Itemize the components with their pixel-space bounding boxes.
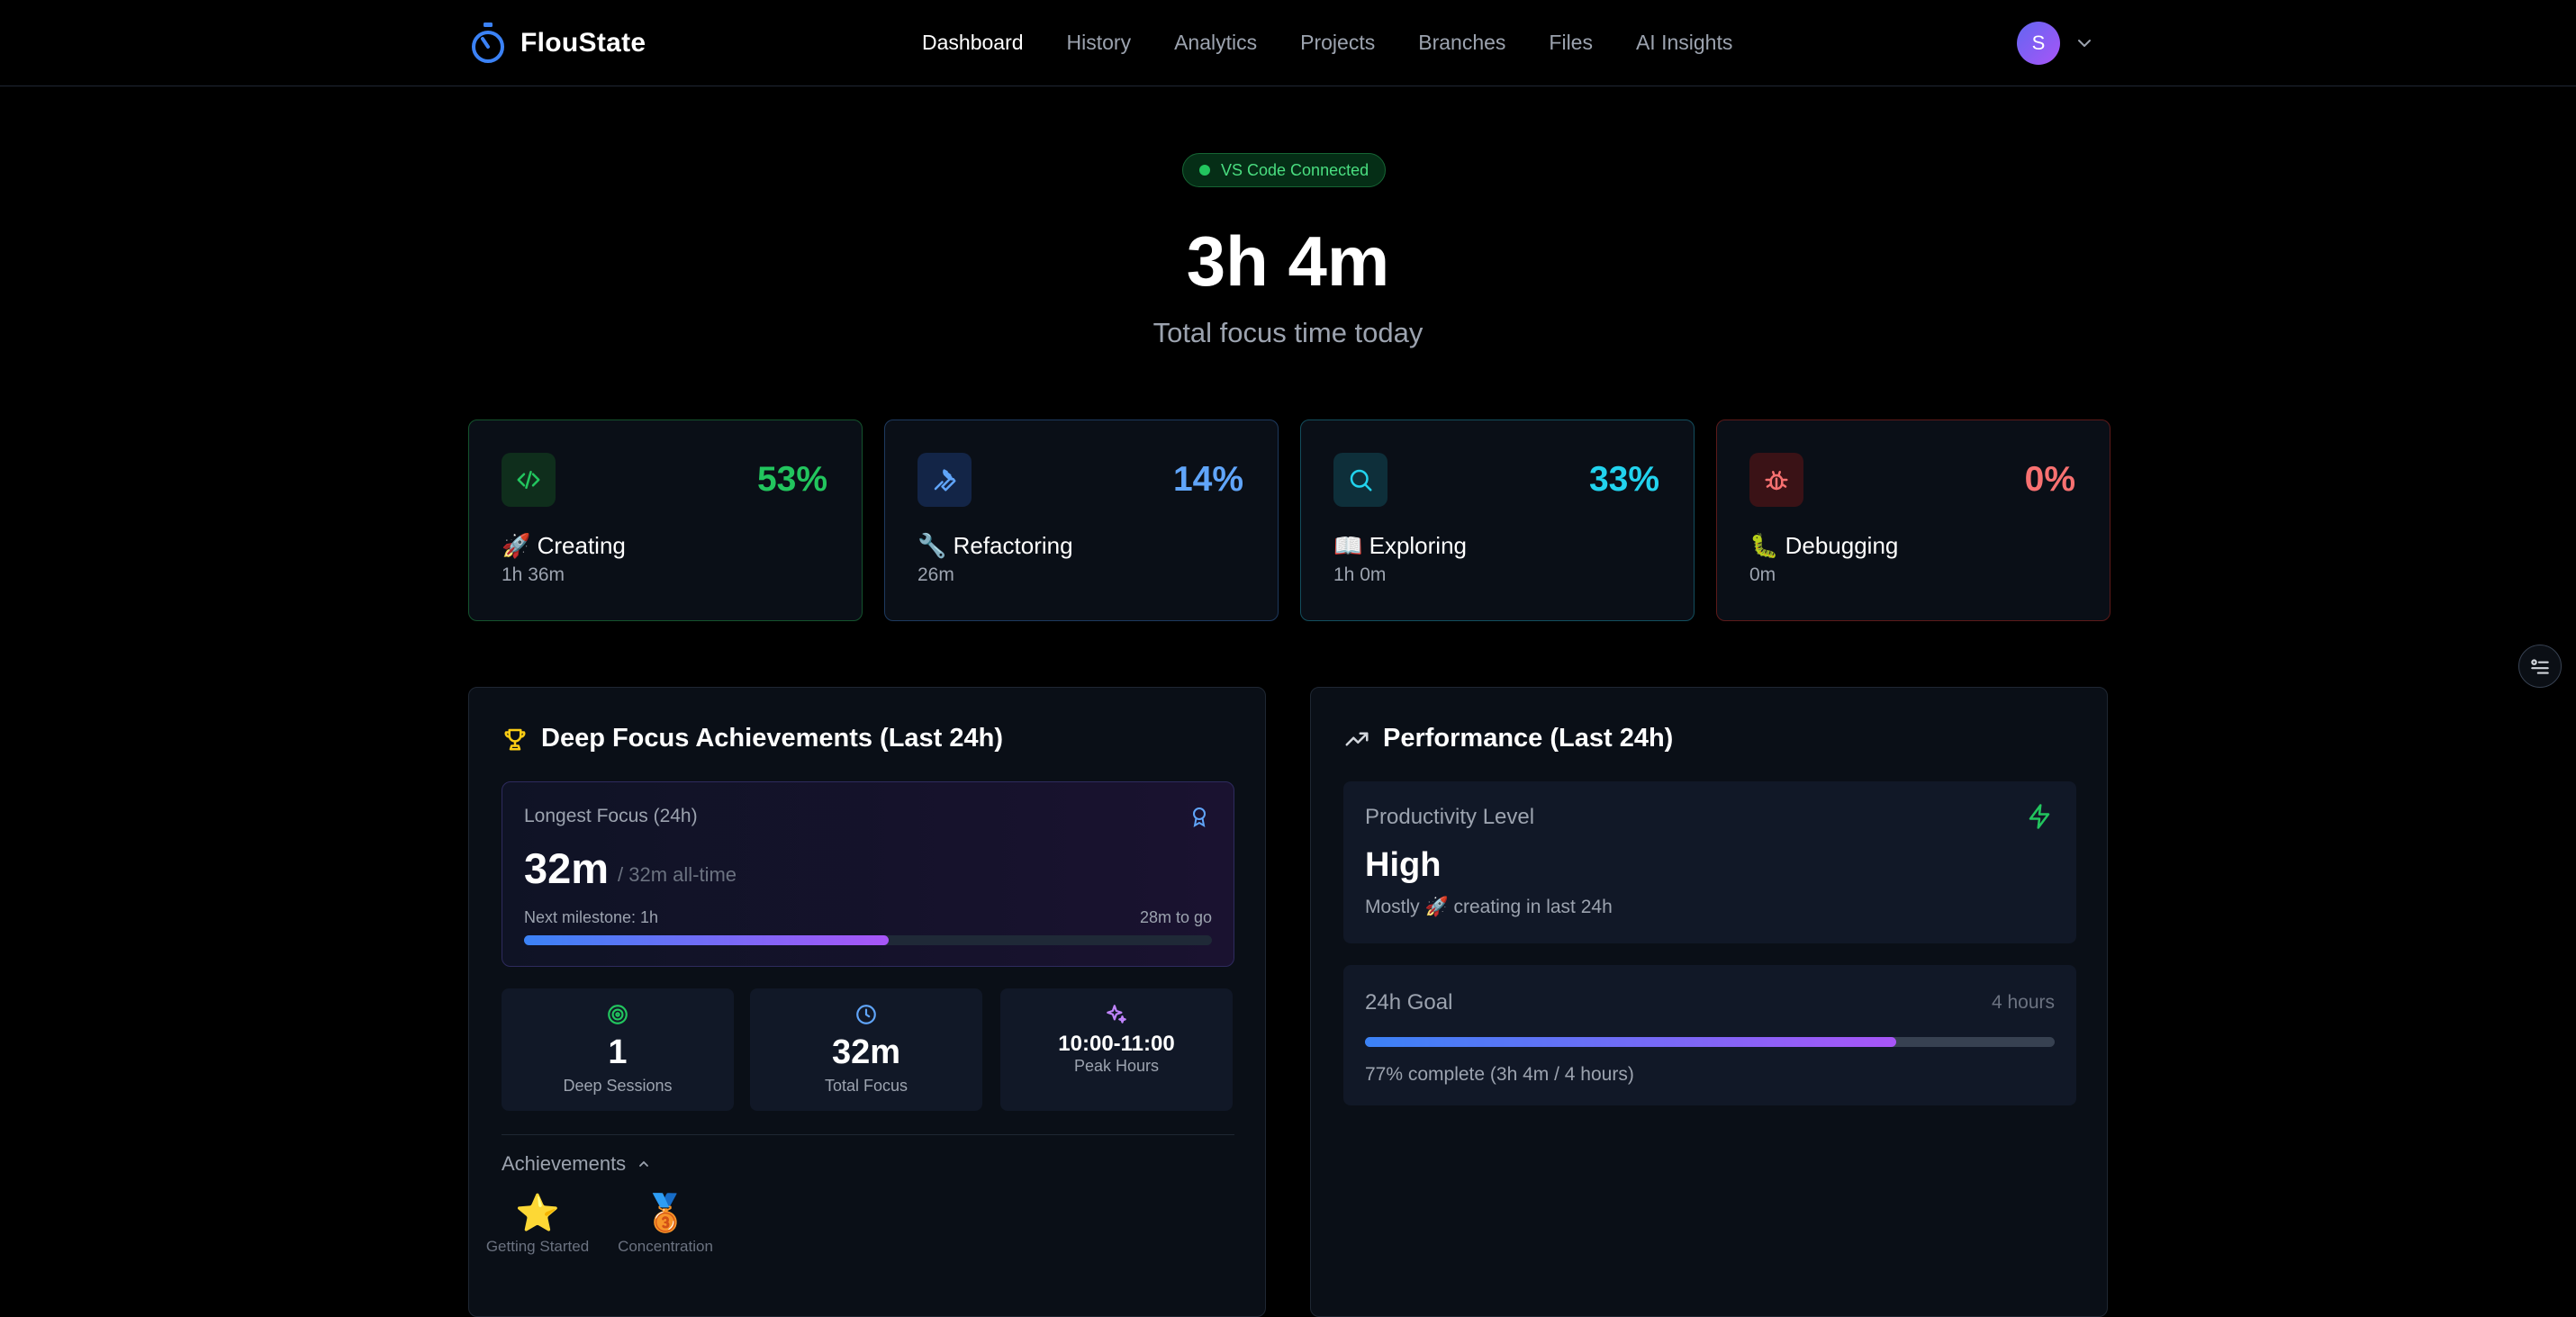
status-dot-icon bbox=[1199, 165, 1210, 176]
top-navigation-bar: FlouState Dashboard History Analytics Pr… bbox=[0, 0, 2576, 86]
goal-target: 4 hours bbox=[1991, 992, 2055, 1013]
main-nav: Dashboard History Analytics Projects Bra… bbox=[900, 27, 1754, 59]
longest-focus-card: Longest Focus (24h) 32m / 32m all-time N… bbox=[502, 781, 1234, 967]
longest-focus-value: 32m bbox=[524, 844, 610, 892]
next-milestone-label: Next milestone: 1h bbox=[524, 908, 659, 926]
sparkles-icon bbox=[1000, 1003, 1233, 1026]
achievement-label: Getting Started bbox=[485, 1238, 590, 1255]
achievement-getting-started[interactable]: ⭐ Getting Started bbox=[475, 1192, 601, 1256]
category-percent: 14% bbox=[1172, 460, 1243, 499]
category-time: 26m bbox=[917, 564, 954, 585]
search-icon bbox=[1333, 453, 1387, 507]
nav-analytics[interactable]: Analytics bbox=[1174, 31, 1258, 54]
achievements-title: Achievements bbox=[502, 1152, 627, 1175]
category-time: 0m bbox=[1749, 564, 1776, 585]
award-icon bbox=[1193, 807, 1206, 827]
category-label: 📖 Exploring bbox=[1333, 532, 1467, 559]
panel-title-text: Performance (Last 24h) bbox=[1383, 724, 1674, 753]
goal-label: 24h Goal bbox=[1365, 990, 1453, 1015]
category-card-exploring[interactable]: 33% 📖 Exploring 1h 0m bbox=[1300, 419, 1695, 621]
lightning-icon bbox=[2029, 804, 2050, 829]
nav-history[interactable]: History bbox=[1066, 31, 1132, 54]
deep-focus-title: Deep Focus Achievements (Last 24h) bbox=[502, 724, 1003, 753]
category-percent: 33% bbox=[1588, 460, 1659, 499]
bug-icon bbox=[1749, 453, 1803, 507]
category-label: 🚀 Creating bbox=[502, 532, 626, 559]
stat-label: Total Focus bbox=[824, 1077, 908, 1095]
nav-files[interactable]: Files bbox=[1549, 31, 1593, 54]
category-time: 1h 36m bbox=[502, 564, 565, 585]
stat-value: 32m bbox=[831, 1033, 901, 1071]
category-percent: 0% bbox=[2024, 460, 2075, 499]
brand[interactable]: FlouState bbox=[468, 20, 646, 67]
panel-title-text: Deep Focus Achievements (Last 24h) bbox=[541, 724, 1004, 753]
category-card-creating[interactable]: 53% 🚀 Creating 1h 36m bbox=[468, 419, 863, 621]
list-filter-icon bbox=[2531, 659, 2549, 674]
connection-status-badge: VS Code Connected bbox=[1182, 153, 1387, 187]
stat-peak-hours: 10:00-11:00 Peak Hours bbox=[1000, 988, 1233, 1111]
chevron-up-icon bbox=[639, 1160, 649, 1167]
category-time: 1h 0m bbox=[1333, 564, 1387, 585]
category-percent: 53% bbox=[756, 460, 827, 499]
productivity-level-card: Productivity Level High Mostly 🚀 creatin… bbox=[1343, 781, 2076, 943]
goal-progress-bar bbox=[1365, 1037, 2055, 1047]
category-label: 🔧 Refactoring bbox=[917, 532, 1073, 559]
longest-focus-all-time: / 32m all-time bbox=[618, 863, 737, 886]
app-name: FlouState bbox=[520, 28, 646, 58]
productivity-value: High bbox=[1365, 846, 1442, 884]
milestone-progress-bar bbox=[524, 935, 1212, 945]
milestone-to-go: 28m to go bbox=[1139, 908, 1212, 926]
total-focus-time: 3h 4m bbox=[1186, 221, 1390, 301]
chevron-down-icon[interactable] bbox=[2074, 33, 2094, 53]
deep-focus-panel: Deep Focus Achievements (Last 24h) Longe… bbox=[468, 687, 1266, 1317]
milestone-progress-fill bbox=[524, 935, 889, 945]
nav-branches[interactable]: Branches bbox=[1418, 31, 1506, 54]
wrench-icon bbox=[917, 453, 972, 507]
achievement-concentration[interactable]: 🥉 Concentration bbox=[602, 1192, 728, 1256]
goal-description: 77% complete (3h 4m / 4 hours) bbox=[1365, 1064, 1634, 1085]
category-label: 🐛 Debugging bbox=[1749, 532, 1899, 559]
clock-icon bbox=[750, 1003, 982, 1026]
stat-deep-sessions: 1 Deep Sessions bbox=[502, 988, 734, 1111]
stat-value: 1 bbox=[608, 1033, 628, 1071]
connection-status-label: VS Code Connected bbox=[1221, 160, 1369, 179]
nav-dashboard[interactable]: Dashboard bbox=[922, 31, 1024, 54]
goal-progress-fill bbox=[1365, 1037, 1896, 1047]
performance-title: Performance (Last 24h) bbox=[1343, 724, 1673, 753]
trending-up-icon bbox=[1345, 732, 1369, 745]
user-menu[interactable]: S bbox=[2017, 22, 2094, 65]
achievements-toggle[interactable]: Achievements bbox=[502, 1152, 651, 1176]
bronze-medal-icon: 🥉 bbox=[643, 1194, 688, 1233]
stat-value: 10:00-11:00 bbox=[1058, 1032, 1175, 1056]
productivity-label: Productivity Level bbox=[1365, 805, 1535, 829]
filter-list-button[interactable] bbox=[2518, 645, 2562, 688]
performance-panel: Performance (Last 24h) Productivity Leve… bbox=[1310, 687, 2108, 1317]
nav-ai-insights[interactable]: AI Insights bbox=[1635, 31, 1733, 54]
stopwatch-logo-icon bbox=[472, 23, 504, 63]
nav-projects[interactable]: Projects bbox=[1300, 31, 1376, 54]
goal-card: 24h Goal 4 hours 77% complete (3h 4m / 4… bbox=[1343, 965, 2076, 1105]
star-icon: ⭐ bbox=[515, 1194, 560, 1233]
achievement-label: Concentration bbox=[618, 1238, 713, 1255]
section-divider bbox=[502, 1134, 1234, 1135]
productivity-description: Mostly 🚀 creating in last 24h bbox=[1365, 897, 1613, 917]
stat-label: Peak Hours bbox=[1073, 1057, 1160, 1075]
total-focus-subtitle: Total focus time today bbox=[1152, 317, 1424, 348]
avatar[interactable]: S bbox=[2017, 22, 2060, 65]
longest-focus-label: Longest Focus (24h) bbox=[524, 806, 698, 826]
category-card-debugging[interactable]: 0% 🐛 Debugging 0m bbox=[1716, 419, 2111, 621]
stat-total-focus: 32m Total Focus bbox=[750, 988, 982, 1111]
code-icon bbox=[502, 453, 556, 507]
target-icon bbox=[502, 1003, 734, 1026]
category-card-refactoring[interactable]: 14% 🔧 Refactoring 26m bbox=[884, 419, 1279, 621]
stat-label: Deep Sessions bbox=[563, 1077, 673, 1095]
trophy-icon bbox=[504, 728, 526, 750]
